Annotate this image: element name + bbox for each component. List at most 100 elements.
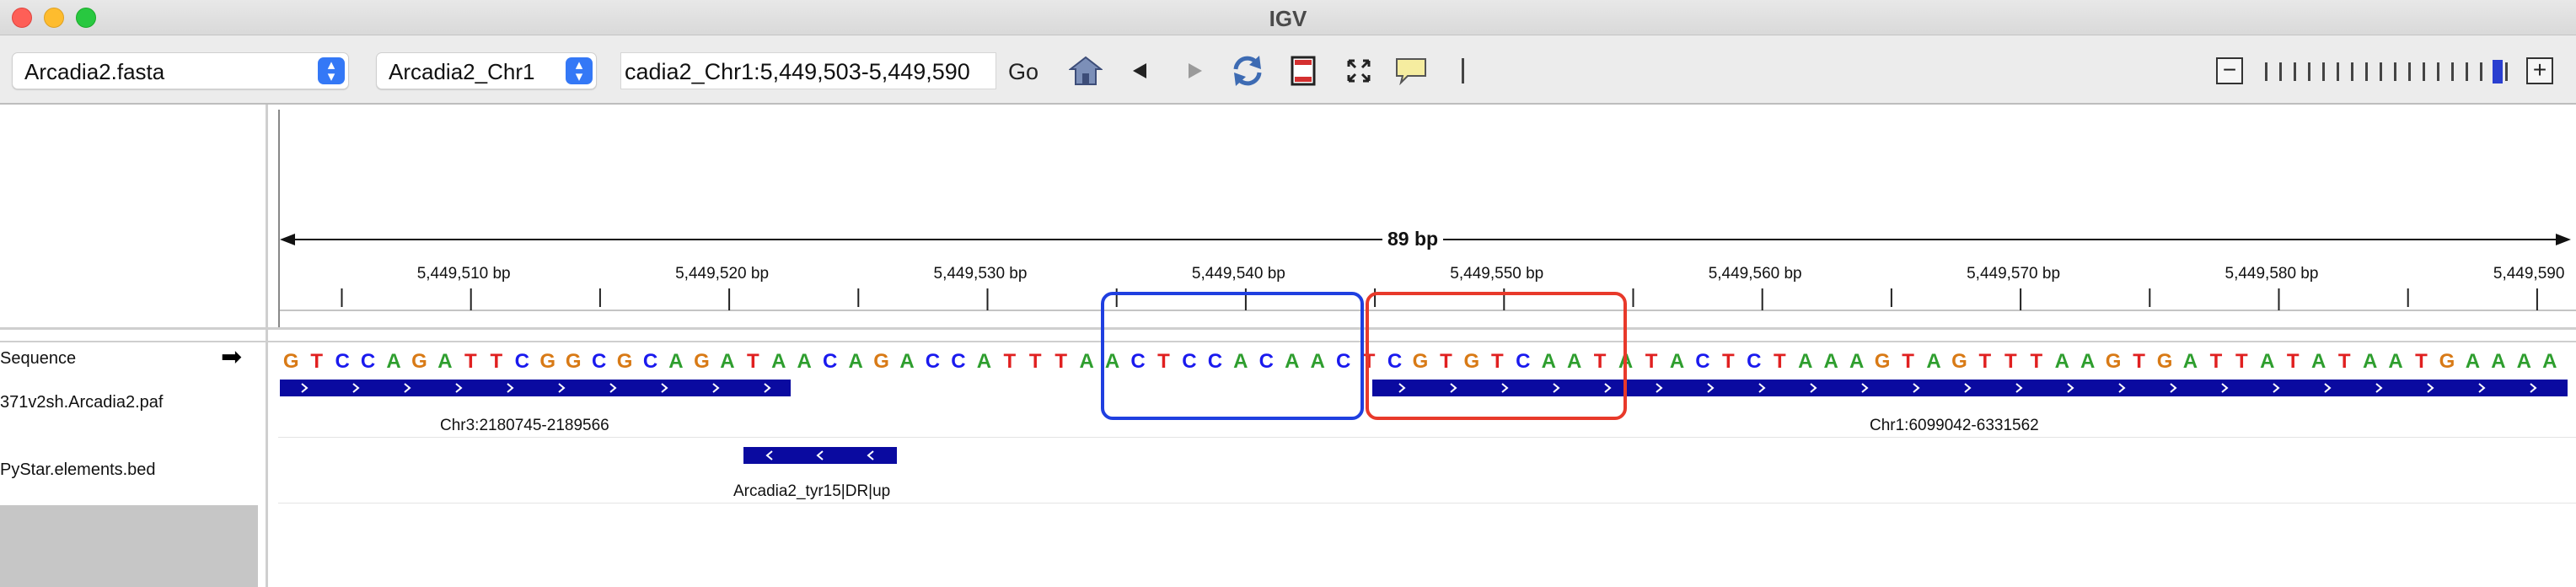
ruler-tick-label: 5,449,550 bp [1450, 265, 1544, 283]
sequence-base: C [925, 350, 941, 373]
sequence-base: C [951, 350, 966, 373]
sequence-base: T [2415, 350, 2428, 373]
sequence-base: A [2491, 350, 2506, 373]
sequence-base: A [668, 350, 684, 373]
ruler-span-label: 89 bp [1382, 228, 1444, 250]
sequence-base: A [386, 350, 401, 373]
resize-icon[interactable] [1344, 52, 1374, 89]
sequence-base: T [1055, 350, 1068, 373]
bed-feature-label: Arcadia2_tyr15|DR|up [733, 482, 891, 500]
sequence-base: A [2054, 350, 2069, 373]
chevron-up-down-icon: ▴ ▾ [566, 57, 593, 84]
sequence-base: C [1335, 350, 1351, 373]
region-of-interest-icon[interactable] [1288, 52, 1318, 89]
sequence-base: T [1440, 350, 1452, 373]
zoom-window-button[interactable] [76, 8, 96, 28]
sequence-base: A [1823, 350, 1838, 373]
sequence-base: C [514, 350, 529, 373]
ruler-tick-label: 5,449,540 bp [1191, 265, 1285, 283]
sequence-strand-arrow-icon[interactable]: ➡ [221, 343, 243, 371]
sequence-base: A [1079, 350, 1094, 373]
home-icon[interactable] [1067, 52, 1104, 89]
sequence-base: G [1874, 350, 1891, 373]
sequence-base: T [1593, 350, 1607, 373]
sequence-base: A [2516, 350, 2531, 373]
track-name-paf[interactable]: 371v2sh.Arcadia2.paf [0, 393, 164, 412]
paf-feature-label: Chr3:2180745-2189566 [440, 417, 609, 434]
sequence-base: A [2311, 350, 2326, 373]
sequence-base: A [976, 350, 992, 373]
chromosome-select-value: Arcadia2_Chr1 [389, 59, 535, 84]
ruler-tick-label: 5,449,530 bp [933, 265, 1028, 283]
locus-input[interactable]: cadia2_Chr1:5,449,503-5,449,590 [620, 52, 996, 89]
sequence-base: A [1541, 350, 1556, 373]
sequence-base: T [1902, 350, 1914, 373]
bed-track[interactable] [743, 447, 897, 466]
sequence-base: G [1951, 350, 1967, 373]
paf-feature-label: Chr1:6099042-6331562 [1870, 417, 2039, 434]
sequence-base: T [1028, 350, 1042, 373]
highlight-box-blue [1101, 292, 1364, 420]
sequence-base: C [1747, 350, 1762, 373]
sequence-base: T [310, 350, 323, 373]
refresh-icon[interactable] [1227, 52, 1268, 89]
genome-select[interactable]: Arcadia2.fasta ▴ ▾ [12, 52, 349, 89]
ruler-tick-label: 5,449,510 bp [416, 265, 511, 283]
sequence-base: G [282, 350, 299, 373]
header-separator-lower [0, 341, 2576, 342]
sequence-base: T [490, 350, 503, 373]
back-arrow-icon[interactable] [1126, 52, 1153, 89]
track-name-bed[interactable]: PyStar.elements.bed [0, 460, 156, 479]
sequence-base: A [899, 350, 915, 373]
empty-track-area [0, 505, 258, 587]
sequence-base: C [1207, 350, 1223, 373]
zoom-slider[interactable] [2262, 59, 2508, 84]
sequence-base: T [464, 350, 477, 373]
track-name-sequence[interactable]: Sequence [0, 349, 77, 368]
paf-track[interactable] [278, 380, 2571, 398]
track-names-column: Sequence ➡ 371v2sh.Arcadia2.paf PyStar.e… [0, 105, 268, 587]
sequence-base: T [2133, 350, 2145, 373]
sequence-base: G [2439, 350, 2455, 373]
sequence-base: A [1567, 350, 1582, 373]
sequence-base: T [1978, 350, 1992, 373]
sequence-base: A [1104, 350, 1120, 373]
forward-arrow-icon[interactable] [1182, 52, 1209, 89]
minimize-window-button[interactable] [44, 8, 64, 28]
sequence-base: A [720, 350, 735, 373]
sequence-base: A [1798, 350, 1813, 373]
sequence-base: G [411, 350, 427, 373]
sequence-base: C [1695, 350, 1710, 373]
zoom-out-icon[interactable]: − [2216, 57, 2243, 84]
close-window-button[interactable] [12, 8, 32, 28]
sequence-base: A [1285, 350, 1300, 373]
sequence-base: G [1412, 350, 1429, 373]
chromosome-select[interactable]: Arcadia2_Chr1 ▴ ▾ [376, 52, 597, 89]
go-button[interactable]: Go [1008, 59, 1039, 84]
sequence-base: T [1003, 350, 1017, 373]
sequence-base: T [2209, 350, 2223, 373]
sequence-base: C [1387, 350, 1403, 373]
sequence-base: A [2465, 350, 2481, 373]
sequence-base: C [335, 350, 350, 373]
highlight-box-red [1366, 292, 1627, 420]
sequence-base: A [2182, 350, 2198, 373]
sequence-base: T [1722, 350, 1735, 373]
zoom-slider-thumb [2493, 60, 2503, 83]
sequence-base: A [2362, 350, 2378, 373]
popup-text-icon[interactable] [1393, 52, 1430, 89]
bed-feature [743, 447, 897, 464]
ruler-line-icon[interactable] [1457, 52, 1470, 89]
sequence-base: G [2156, 350, 2173, 373]
sequence-base: G [565, 350, 582, 373]
sequence-base: A [437, 350, 453, 373]
sequence-base: A [2542, 350, 2557, 373]
sequence-base: T [2030, 350, 2043, 373]
zoom-in-icon[interactable]: + [2526, 57, 2553, 84]
sequence-base: T [1157, 350, 1170, 373]
genome-select-value: Arcadia2.fasta [24, 59, 165, 84]
ruler-tick-label: 5,449,520 bp [675, 265, 770, 283]
track-separator [278, 503, 2576, 504]
sequence-base: T [2337, 350, 2351, 373]
